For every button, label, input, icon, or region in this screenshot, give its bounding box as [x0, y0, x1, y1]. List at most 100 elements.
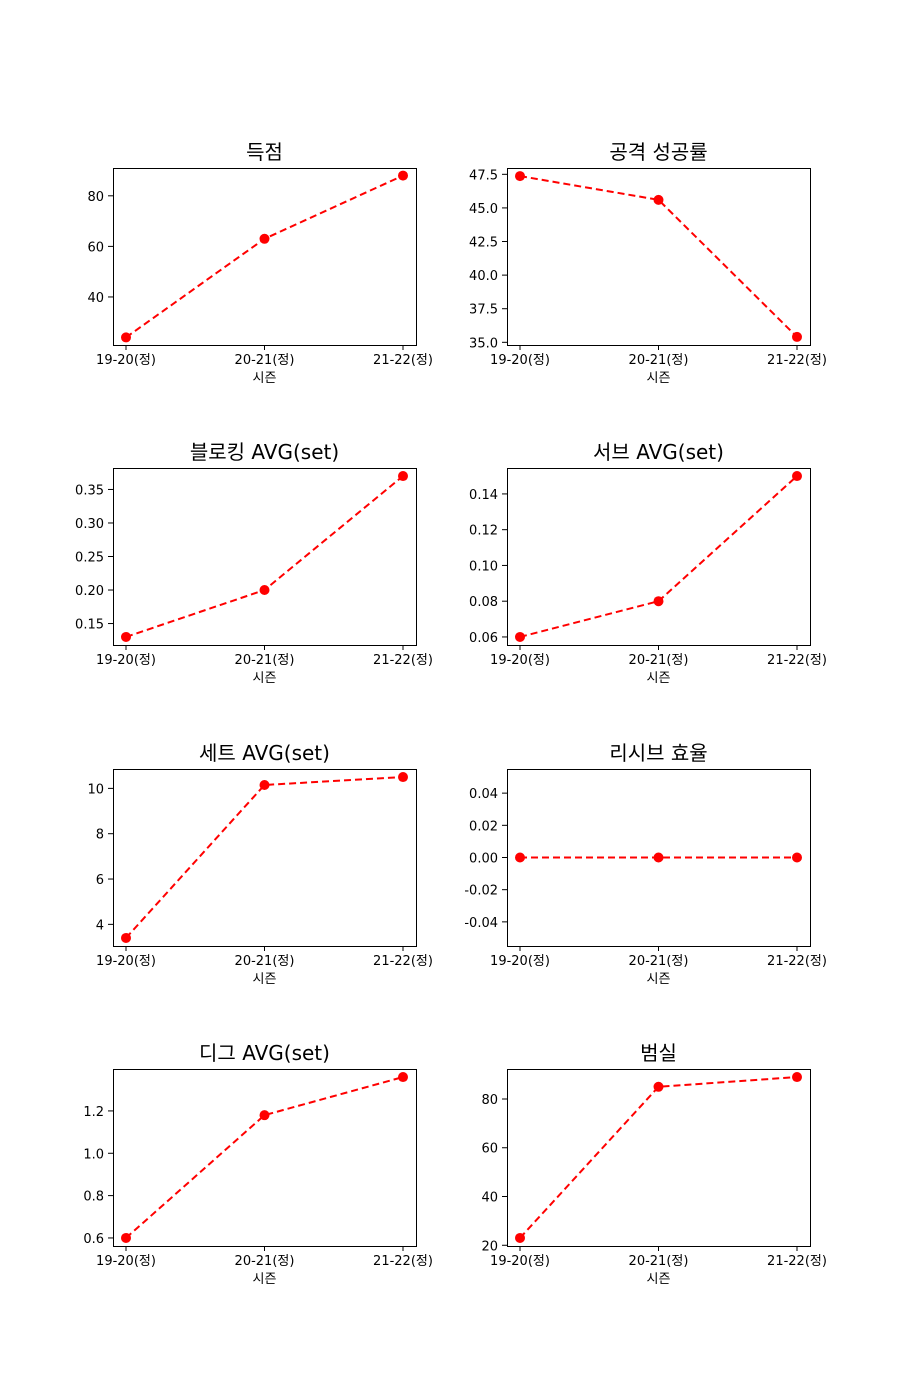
series-line — [519, 1076, 798, 1239]
x-tick-label: 19-20(정) — [490, 653, 550, 668]
y-tick-label: 0.10 — [469, 559, 498, 574]
subplot-7: 디그 AVG(set) 0.6 0.8 1.0 1.2 19-20(정) 20-21(정) 2… — [83, 1041, 433, 1287]
x-tick-label: 21-22(정) — [767, 353, 827, 368]
y-tick-label: 40.0 — [469, 269, 498, 284]
x-axis-label: 시즌 — [253, 371, 277, 386]
y-tick-label: 37.5 — [469, 303, 498, 318]
data-point — [121, 631, 131, 642]
y-tick-label: 0.6 — [83, 1232, 104, 1247]
y-tick-label: 80 — [481, 1093, 498, 1108]
series-line — [125, 776, 404, 939]
data-point — [515, 852, 525, 863]
x-tick-label: 21-22(정) — [767, 653, 827, 668]
y-tick-label: 0.00 — [469, 852, 498, 867]
subplot-1: 득점 40 60 80 19-20(정) 20-21(정) 21-22(정) 시즌 — [87, 140, 432, 386]
x-axis-label: 시즌 — [647, 1272, 671, 1287]
x-tick-label: 20-21(정) — [629, 353, 689, 368]
x-tick-label: 19-20(정) — [96, 1254, 156, 1269]
chart-title: 디그 AVG(set) — [199, 1041, 330, 1065]
y-tick-label: 1.2 — [83, 1105, 104, 1120]
y-tick-label: 60 — [481, 1142, 498, 1157]
x-tick-label: 19-20(정) — [490, 954, 550, 969]
data-point — [398, 1072, 408, 1083]
y-tick-label: 0.04 — [469, 787, 498, 802]
data-point — [121, 1232, 131, 1243]
data-point — [515, 171, 525, 182]
x-tick-label: 20-21(정) — [235, 353, 295, 368]
data-point — [792, 1072, 802, 1083]
data-point — [121, 332, 131, 343]
series-line — [125, 1076, 404, 1239]
chart-title: 리시브 효율 — [609, 741, 707, 765]
y-tick-label: 0.12 — [469, 524, 498, 539]
subplot-8: 범실 20 40 60 80 19-20(정) 20-21(정) 21-22(정) 시즌 — [481, 1041, 826, 1287]
x-tick-label: 20-21(정) — [235, 954, 295, 969]
x-tick-label: 19-20(정) — [96, 954, 156, 969]
y-tick-label: 0.20 — [75, 584, 104, 599]
chart-title: 서브 AVG(set) — [593, 440, 724, 464]
y-tick-label: 0.14 — [469, 488, 498, 503]
y-tick-label: 0.15 — [75, 618, 104, 633]
y-tick-label: 80 — [87, 190, 104, 205]
x-tick-label: 19-20(정) — [96, 653, 156, 668]
x-tick-label: 21-22(정) — [373, 1254, 433, 1269]
x-tick-label: 21-22(정) — [767, 1254, 827, 1269]
series-line — [519, 175, 798, 338]
data-point — [653, 596, 664, 607]
series-line — [519, 475, 798, 638]
y-tick-label: 40 — [481, 1191, 498, 1206]
chart-title: 범실 — [640, 1041, 677, 1065]
x-axis-label: 시즌 — [253, 671, 277, 686]
subplot-6: 리시브 효율 -0.04 -0.02 0.00 0.02 0.04 19-20(정) 20-2… — [464, 741, 827, 987]
subplot-4: 서브 AVG(set) 0.06 0.08 0.10 0.12 0.14 19-20(정) 2… — [469, 440, 827, 686]
y-tick-label: 6 — [96, 873, 104, 888]
data-point — [398, 471, 408, 482]
data-point — [792, 471, 802, 482]
x-tick-label: 20-21(정) — [629, 653, 689, 668]
y-tick-label: 0.08 — [469, 595, 498, 610]
y-tick-label: -0.04 — [464, 916, 498, 931]
plot-frame — [113, 1069, 417, 1247]
y-tick-label: 0.35 — [75, 483, 104, 498]
y-tick-label: 42.5 — [469, 236, 498, 251]
y-tick-label: 0.06 — [469, 631, 498, 646]
plot-frame — [507, 1069, 811, 1247]
x-tick-label: 21-22(정) — [373, 353, 433, 368]
x-tick-label: 20-21(정) — [235, 1254, 295, 1269]
data-point — [259, 1110, 270, 1121]
x-tick-label: 20-21(정) — [629, 1254, 689, 1269]
y-tick-label: 8 — [96, 828, 104, 843]
data-point — [398, 772, 408, 783]
x-axis-label: 시즌 — [647, 671, 671, 686]
y-tick-label: 10 — [87, 782, 104, 797]
x-axis-label: 시즌 — [647, 972, 671, 987]
data-point — [259, 779, 270, 790]
y-tick-label: 0.02 — [469, 819, 498, 834]
y-tick-label: 60 — [87, 240, 104, 255]
data-point — [792, 852, 802, 863]
data-point — [653, 1081, 664, 1092]
plot-frame — [507, 468, 811, 646]
subplot-3: 블로킹 AVG(set) 0.15 0.20 0.25 0.30 0.35 19-20(정)… — [75, 440, 433, 686]
y-tick-label: 47.5 — [469, 168, 498, 183]
y-tick-label: 20 — [481, 1239, 498, 1254]
data-point — [653, 194, 664, 205]
plot-frame — [113, 769, 417, 947]
x-tick-label: 19-20(정) — [96, 353, 156, 368]
plot-frame — [113, 168, 417, 346]
chart-title: 블로킹 AVG(set) — [190, 440, 339, 464]
chart-title: 세트 AVG(set) — [199, 741, 330, 765]
y-tick-label: 40 — [87, 291, 104, 306]
x-tick-label: 21-22(정) — [767, 954, 827, 969]
x-tick-label: 21-22(정) — [373, 653, 433, 668]
plot-frame — [113, 468, 417, 646]
y-tick-label: 1.0 — [83, 1147, 104, 1162]
y-tick-label: 0.30 — [75, 517, 104, 532]
chart-title: 득점 — [246, 140, 283, 164]
y-tick-label: -0.02 — [464, 884, 498, 899]
y-tick-label: 0.8 — [83, 1190, 104, 1205]
chart-title: 공격 성공률 — [609, 140, 707, 164]
y-tick-label: 35.0 — [469, 336, 498, 351]
subplot-5: 세트 AVG(set) 4 6 8 10 19-20(정) 20-21(정) 21-22(정)… — [87, 741, 432, 987]
y-tick-label: 4 — [96, 918, 104, 933]
